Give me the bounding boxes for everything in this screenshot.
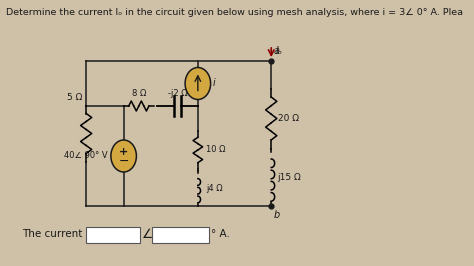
Text: b: b — [273, 210, 280, 220]
Text: 8 Ω: 8 Ω — [132, 89, 146, 98]
Text: j4 Ω: j4 Ω — [206, 184, 222, 193]
Text: The current Iₒ =: The current Iₒ = — [22, 229, 105, 239]
Text: 20 Ω: 20 Ω — [278, 114, 299, 123]
Text: 10 Ω: 10 Ω — [206, 146, 225, 155]
Text: ° A.: ° A. — [210, 229, 229, 239]
Circle shape — [185, 68, 210, 99]
Text: -j2 Ω: -j2 Ω — [168, 89, 187, 98]
FancyBboxPatch shape — [86, 227, 140, 243]
Text: −: − — [118, 155, 129, 168]
Text: j15 Ω: j15 Ω — [278, 173, 301, 182]
Text: i: i — [213, 78, 216, 89]
Text: 40∠ 90° V: 40∠ 90° V — [64, 152, 108, 160]
Text: Iₒ: Iₒ — [275, 46, 282, 56]
Text: ∠: ∠ — [142, 227, 153, 240]
Circle shape — [111, 140, 137, 172]
Text: 5 Ω: 5 Ω — [67, 93, 82, 102]
Text: +: + — [119, 147, 128, 157]
Text: a: a — [273, 46, 280, 56]
FancyBboxPatch shape — [152, 227, 209, 243]
Text: Determine the current Iₒ in the circuit given below using mesh analysis, where i: Determine the current Iₒ in the circuit … — [6, 8, 464, 17]
